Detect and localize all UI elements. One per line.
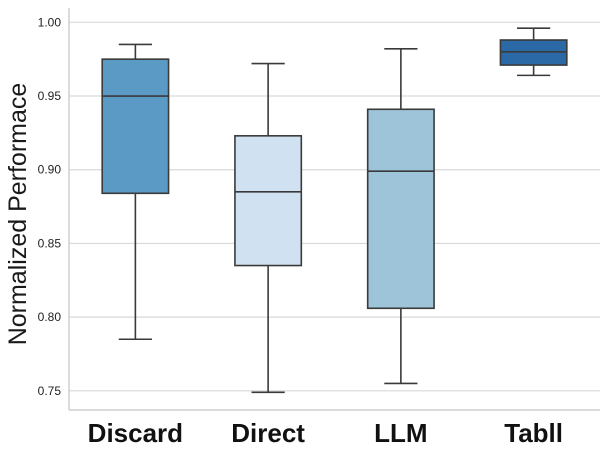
- box-discard: [101, 43, 170, 341]
- y-tick-label: 1.00: [38, 15, 62, 29]
- boxes: [101, 27, 568, 394]
- y-axis-label: Normalized Performace: [4, 83, 32, 346]
- x-tick-label: Tabll: [504, 418, 563, 448]
- iqr-box: [101, 58, 170, 195]
- y-tick-label: 0.90: [38, 163, 62, 177]
- x-tick-labels: Discard Direct LLM Tabll: [88, 418, 563, 448]
- box-llm: [366, 48, 435, 385]
- y-tick-label: 0.95: [38, 89, 62, 103]
- y-tick-label: 0.75: [38, 384, 62, 398]
- x-tick-label: LLM: [374, 418, 427, 448]
- box-direct: [234, 62, 303, 394]
- x-tick-label: Discard: [88, 418, 183, 448]
- x-tick-label: Direct: [231, 418, 305, 448]
- y-tick-label: 0.85: [38, 236, 62, 250]
- iqr-box: [366, 108, 435, 310]
- y-tick-labels: 0.75 0.80 0.85 0.90 0.95 1.00: [38, 15, 62, 398]
- iqr-box: [234, 135, 303, 267]
- axes: [68, 8, 600, 411]
- box-tabll: [499, 27, 568, 77]
- y-tick-label: 0.80: [38, 310, 62, 324]
